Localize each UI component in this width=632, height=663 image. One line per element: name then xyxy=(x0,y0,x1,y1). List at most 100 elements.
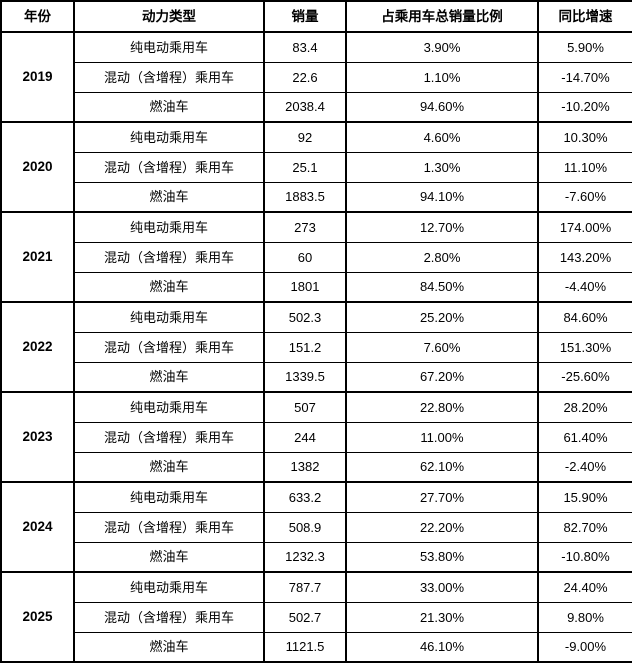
yoy-growth-cell: -4.40% xyxy=(537,271,632,303)
year-cell: 2022 xyxy=(0,301,75,393)
table-row: 混动（含增程）乘用车 22.6 1.10% -14.70% xyxy=(1,61,632,93)
share-of-total-cell: 3.90% xyxy=(345,31,539,63)
table-row: 燃油车 1883.5 94.10% -7.60% xyxy=(1,181,632,213)
sales-volume-cell: 1382 xyxy=(263,451,347,483)
yoy-growth-cell: 84.60% xyxy=(537,301,632,333)
power-type-cell: 混动（含增程）乘用车 xyxy=(73,331,265,363)
table-row: 2021 纯电动乘用车 273 12.70% 174.00% xyxy=(0,211,632,303)
sales-volume-cell: 1883.5 xyxy=(263,181,347,213)
yoy-growth-cell: 61.40% xyxy=(537,421,632,453)
sales-volume-cell: 1339.5 xyxy=(263,361,347,393)
year-cell: 2020 xyxy=(0,121,75,213)
share-of-total-cell: 94.60% xyxy=(345,91,539,123)
col-header-sales-volume: 销量 xyxy=(263,0,347,33)
share-of-total-cell: 25.20% xyxy=(345,301,539,333)
table-row: 2019 纯电动乘用车 83.4 3.90% 5.90% xyxy=(0,31,632,123)
power-type-cell: 混动（含增程）乘用车 xyxy=(73,421,265,453)
yoy-growth-cell: 82.70% xyxy=(537,511,632,543)
table-row: 燃油车 1121.5 46.10% -9.00% xyxy=(1,631,632,663)
yoy-growth-cell: 9.80% xyxy=(537,601,632,633)
sales-volume-cell: 507 xyxy=(263,391,347,423)
share-of-total-cell: 94.10% xyxy=(345,181,539,213)
share-of-total-cell: 33.00% xyxy=(345,571,539,603)
sales-volume-cell: 244 xyxy=(263,421,347,453)
sales-volume-cell: 1121.5 xyxy=(263,631,347,663)
col-header-power-type: 动力类型 xyxy=(73,0,265,33)
table-row: 燃油车 1339.5 67.20% -25.60% xyxy=(1,361,632,393)
yoy-growth-cell: 143.20% xyxy=(537,241,632,273)
col-header-share-of-total: 占乘用车总销量比例 xyxy=(345,0,539,33)
power-type-cell: 混动（含增程）乘用车 xyxy=(73,241,265,273)
table-row: 2023 纯电动乘用车 507 22.80% 28.20% xyxy=(0,391,632,483)
yoy-growth-cell: 10.30% xyxy=(537,121,632,153)
yoy-growth-cell: -9.00% xyxy=(537,631,632,663)
power-type-cell: 燃油车 xyxy=(73,541,265,573)
power-type-cell: 纯电动乘用车 xyxy=(73,211,265,243)
power-type-cell: 混动（含增程）乘用车 xyxy=(73,61,265,93)
sales-volume-cell: 25.1 xyxy=(263,151,347,183)
yoy-growth-cell: 174.00% xyxy=(537,211,632,243)
sales-volume-cell: 502.7 xyxy=(263,601,347,633)
year-cell: 2023 xyxy=(0,391,75,483)
share-of-total-cell: 11.00% xyxy=(345,421,539,453)
yoy-growth-cell: -10.20% xyxy=(537,91,632,123)
col-header-yoy-growth: 同比增速 xyxy=(537,0,632,33)
yoy-growth-cell: -14.70% xyxy=(537,61,632,93)
share-of-total-cell: 22.20% xyxy=(345,511,539,543)
share-of-total-cell: 84.50% xyxy=(345,271,539,303)
power-type-cell: 燃油车 xyxy=(73,181,265,213)
share-of-total-cell: 4.60% xyxy=(345,121,539,153)
table-row: 2022 纯电动乘用车 502.3 25.20% 84.60% xyxy=(0,301,632,393)
table-row: 混动（含增程）乘用车 244 11.00% 61.40% xyxy=(1,421,632,453)
sales-volume-cell: 151.2 xyxy=(263,331,347,363)
yoy-growth-cell: -7.60% xyxy=(537,181,632,213)
sales-volume-cell: 92 xyxy=(263,121,347,153)
power-type-cell: 纯电动乘用车 xyxy=(73,571,265,603)
yoy-growth-cell: -10.80% xyxy=(537,541,632,573)
table-row: 燃油车 1382 62.10% -2.40% xyxy=(1,451,632,483)
table-row: 混动（含增程）乘用车 502.7 21.30% 9.80% xyxy=(1,601,632,633)
yoy-growth-cell: 15.90% xyxy=(537,481,632,513)
table-row: 2025 纯电动乘用车 787.7 33.00% 24.40% xyxy=(0,571,632,663)
sales-volume-cell: 1801 xyxy=(263,271,347,303)
yoy-growth-cell: 11.10% xyxy=(537,151,632,183)
sales-volume-cell: 22.6 xyxy=(263,61,347,93)
power-type-cell: 燃油车 xyxy=(73,631,265,663)
year-cell: 2024 xyxy=(0,481,75,573)
power-type-cell: 纯电动乘用车 xyxy=(73,481,265,513)
yoy-growth-cell: 5.90% xyxy=(537,31,632,63)
sales-volume-cell: 633.2 xyxy=(263,481,347,513)
share-of-total-cell: 1.30% xyxy=(345,151,539,183)
share-of-total-cell: 2.80% xyxy=(345,241,539,273)
power-type-cell: 纯电动乘用车 xyxy=(73,31,265,63)
power-type-cell: 燃油车 xyxy=(73,451,265,483)
table-row: 燃油车 1801 84.50% -4.40% xyxy=(1,271,632,303)
power-type-cell: 混动（含增程）乘用车 xyxy=(73,151,265,183)
table-row: 燃油车 2038.4 94.60% -10.20% xyxy=(1,91,632,123)
power-type-cell: 混动（含增程）乘用车 xyxy=(73,511,265,543)
table-row: 混动（含增程）乘用车 508.9 22.20% 82.70% xyxy=(1,511,632,543)
yoy-growth-cell: 151.30% xyxy=(537,331,632,363)
sales-volume-cell: 60 xyxy=(263,241,347,273)
power-type-cell: 燃油车 xyxy=(73,91,265,123)
sales-volume-cell: 83.4 xyxy=(263,31,347,63)
share-of-total-cell: 53.80% xyxy=(345,541,539,573)
share-of-total-cell: 67.20% xyxy=(345,361,539,393)
share-of-total-cell: 27.70% xyxy=(345,481,539,513)
yoy-growth-cell: 28.20% xyxy=(537,391,632,423)
yoy-growth-cell: -25.60% xyxy=(537,361,632,393)
power-type-cell: 纯电动乘用车 xyxy=(73,391,265,423)
share-of-total-cell: 62.10% xyxy=(345,451,539,483)
share-of-total-cell: 12.70% xyxy=(345,211,539,243)
year-cell: 2019 xyxy=(0,31,75,123)
col-header-year: 年份 xyxy=(0,0,75,33)
power-type-cell: 混动（含增程）乘用车 xyxy=(73,601,265,633)
share-of-total-cell: 22.80% xyxy=(345,391,539,423)
sales-volume-cell: 2038.4 xyxy=(263,91,347,123)
share-of-total-cell: 21.30% xyxy=(345,601,539,633)
sales-volume-cell: 787.7 xyxy=(263,571,347,603)
table-row: 混动（含增程）乘用车 60 2.80% 143.20% xyxy=(1,241,632,273)
share-of-total-cell: 7.60% xyxy=(345,331,539,363)
share-of-total-cell: 46.10% xyxy=(345,631,539,663)
